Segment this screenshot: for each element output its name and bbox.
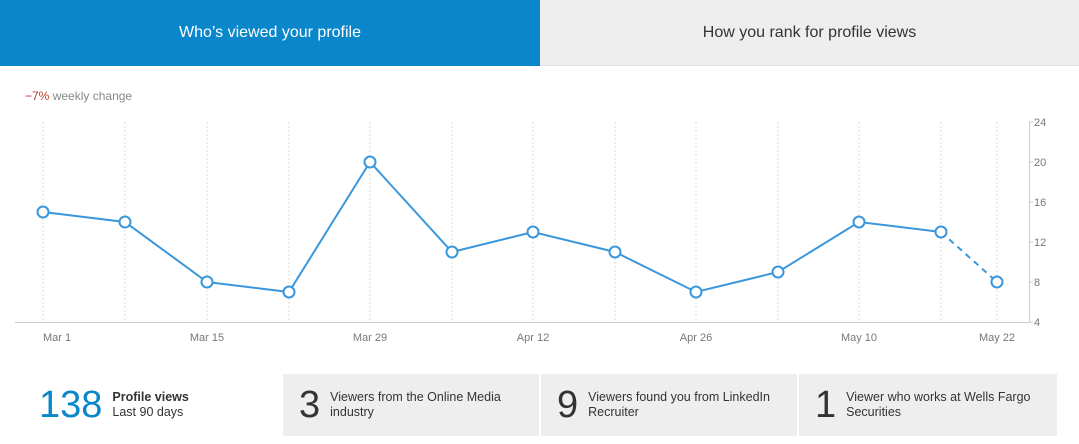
tab-bar: Who’s viewed your profile How you rank f… bbox=[0, 0, 1079, 66]
data-point bbox=[363, 155, 377, 169]
tab-whos-viewed-label: Who’s viewed your profile bbox=[178, 24, 361, 41]
x-tick-label: Apr 12 bbox=[517, 332, 549, 344]
y-tick-label: 12 bbox=[1034, 237, 1046, 249]
data-point bbox=[771, 265, 785, 279]
x-tick-label: May 22 bbox=[979, 332, 1015, 344]
tab-rank-label: How you rank for profile views bbox=[702, 23, 917, 41]
stat-profile-views[interactable]: 138 Profile views Last 90 days bbox=[23, 374, 281, 436]
y-tick-label: 24 bbox=[1034, 117, 1046, 129]
series-line-projected bbox=[940, 231, 998, 283]
data-point bbox=[200, 275, 214, 289]
stat-description: Viewers found you from LinkedIn Recruite… bbox=[588, 390, 770, 419]
stat-company-viewer[interactable]: 1 Viewer who works at Wells Fargo Securi… bbox=[799, 374, 1057, 436]
stat-description: Viewers from the Online Media industry bbox=[330, 390, 501, 419]
data-point bbox=[118, 215, 132, 229]
stat-subtitle: Last 90 days bbox=[112, 405, 184, 419]
stat-number: 138 bbox=[39, 384, 103, 426]
stat-description: Profile views Last 90 days bbox=[112, 390, 188, 420]
stat-description: Viewer who works at Wells Fargo Securiti… bbox=[846, 390, 1031, 419]
y-tick-label: 16 bbox=[1034, 197, 1046, 209]
stat-title: Profile views bbox=[112, 390, 189, 404]
tab-whos-viewed[interactable]: Who’s viewed your profile bbox=[0, 0, 540, 66]
data-point bbox=[990, 275, 1004, 289]
data-point bbox=[934, 225, 948, 239]
series-line bbox=[42, 160, 942, 294]
x-tick-label: Mar 1 bbox=[43, 332, 71, 344]
y-tick-label: 4 bbox=[1034, 317, 1040, 329]
weekly-change-label: weekly change bbox=[52, 89, 133, 103]
stat-number: 3 bbox=[299, 384, 321, 426]
weekly-change-value: −7% bbox=[25, 89, 50, 103]
stat-number: 1 bbox=[815, 384, 837, 426]
x-tick-label: Apr 26 bbox=[680, 332, 712, 344]
y-tick-label: 8 bbox=[1034, 277, 1040, 289]
data-point bbox=[36, 205, 50, 219]
x-tick-label: Mar 15 bbox=[190, 332, 224, 344]
stat-number: 9 bbox=[557, 384, 579, 426]
stat-industry-viewers[interactable]: 3 Viewers from the Online Media industry bbox=[283, 374, 539, 436]
data-point bbox=[689, 285, 703, 299]
data-point bbox=[282, 285, 296, 299]
tab-rank-profile-views[interactable]: How you rank for profile views bbox=[540, 0, 1079, 66]
y-tick-label: 20 bbox=[1034, 157, 1046, 169]
data-point bbox=[852, 215, 866, 229]
x-tick-label: Mar 29 bbox=[353, 332, 387, 344]
profile-views-chart: Mar 1 Mar 15 Mar 29 Apr 12 Apr 26 May 10 May 2… bbox=[15, 117, 1046, 344]
data-point bbox=[526, 225, 540, 239]
weekly-change: −7% weekly change bbox=[25, 89, 132, 103]
data-point bbox=[445, 245, 459, 259]
data-point bbox=[608, 245, 622, 259]
x-tick-label: May 10 bbox=[841, 332, 877, 344]
stat-recruiter-viewers[interactable]: 9 Viewers found you from LinkedIn Recrui… bbox=[541, 374, 797, 436]
